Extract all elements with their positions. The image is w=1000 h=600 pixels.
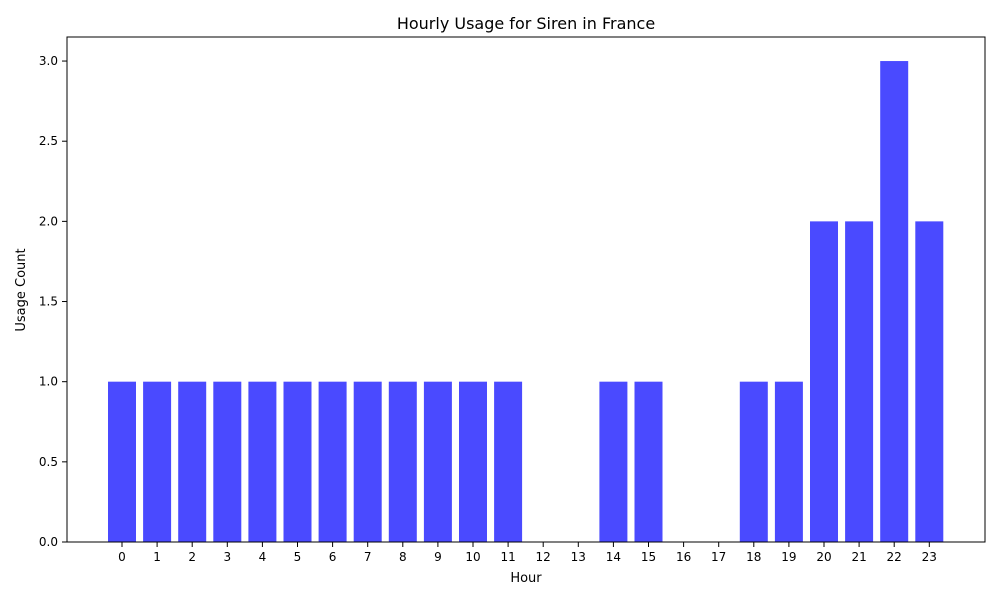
plot-frame	[66, 36, 986, 543]
y-tick-label: 0.5	[39, 455, 58, 469]
x-tick-label: 2	[188, 550, 196, 564]
y-tick-label: 2.0	[39, 214, 58, 228]
bar-hour-6	[318, 381, 347, 542]
x-tick-label: 23	[922, 550, 937, 564]
x-tick-label: 12	[536, 550, 551, 564]
bar-hour-2	[178, 381, 207, 542]
bar-hour-19	[774, 381, 803, 542]
x-tick-label: 3	[223, 550, 231, 564]
x-tick-label: 14	[606, 550, 621, 564]
x-tick-label: 8	[399, 550, 407, 564]
bar-hour-14	[599, 381, 628, 542]
bar-hour-9	[423, 381, 452, 542]
bar-hour-3	[213, 381, 242, 542]
bar-hour-7	[353, 381, 382, 542]
y-tick-label: 2.5	[39, 134, 58, 148]
bar-hour-11	[494, 381, 523, 542]
x-tick-label: 7	[364, 550, 372, 564]
x-tick-label: 13	[571, 550, 586, 564]
x-tick-label: 21	[851, 550, 866, 564]
x-tick-label: 11	[500, 550, 515, 564]
y-tick-label: 1.0	[39, 375, 58, 389]
bars-group	[108, 61, 944, 543]
bar-hour-22	[880, 61, 909, 543]
chart-title: Hourly Usage for Siren in France	[397, 14, 655, 33]
x-tick-label: 20	[816, 550, 831, 564]
y-axis-ticks: 0.0 0.5 1.0 1.5 2.0 2.5 3.0	[39, 54, 67, 549]
x-tick-label: 17	[711, 550, 726, 564]
y-tick-label: 3.0	[39, 54, 58, 68]
bar-hour-18	[739, 381, 768, 542]
x-tick-label: 18	[746, 550, 761, 564]
y-tick-label: 0.0	[39, 535, 58, 549]
x-tick-label: 16	[676, 550, 691, 564]
x-tick-label: 4	[259, 550, 267, 564]
bar-hour-23	[915, 221, 944, 542]
bar-hour-21	[845, 221, 874, 542]
y-axis-label: Usage Count	[14, 248, 29, 331]
x-tick-label: 10	[465, 550, 480, 564]
bar-hour-1	[143, 381, 172, 542]
y-tick-label: 1.5	[39, 295, 58, 309]
bar-hour-0	[108, 381, 136, 542]
x-tick-label: 19	[781, 550, 796, 564]
x-axis-ticks: 0 1 2 3 4 5 6 7 8 9 10 11 12 13 14 15 16 17 18 19 20 21 22 23	[118, 542, 937, 564]
bar-hour-15	[634, 381, 663, 542]
x-axis-label: Hour	[510, 571, 542, 586]
bar-hour-4	[248, 381, 277, 542]
bar-hour-8	[388, 381, 417, 542]
x-tick-label: 5	[294, 550, 302, 564]
x-tick-label: 0	[118, 550, 126, 564]
x-tick-label: 6	[329, 550, 337, 564]
x-tick-label: 22	[887, 550, 902, 564]
x-tick-label: 15	[641, 550, 656, 564]
x-tick-label: 9	[434, 550, 442, 564]
bar-hour-20	[810, 221, 838, 542]
bar-hour-10	[459, 381, 487, 542]
x-tick-label: 1	[153, 550, 161, 564]
bar-hour-5	[283, 381, 312, 542]
